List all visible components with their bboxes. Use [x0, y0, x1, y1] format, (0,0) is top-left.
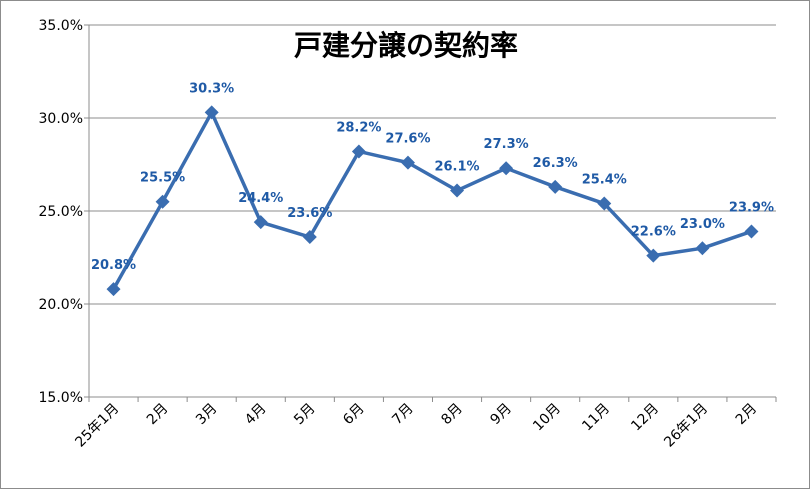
data-point	[204, 105, 219, 120]
data-label: 26.1%	[434, 160, 479, 175]
data-label: 30.3%	[189, 81, 234, 96]
x-tick-label: 26年1月	[661, 401, 711, 451]
data-label: 25.5%	[140, 171, 185, 186]
data-point	[106, 282, 121, 297]
data-point	[155, 194, 170, 209]
x-tick-label: 8月	[438, 401, 466, 429]
series-line	[112, 110, 753, 290]
x-tick-label: 2月	[144, 401, 172, 429]
y-tick-label: 30.0%	[39, 111, 83, 127]
x-tick-label: 5月	[291, 401, 319, 429]
data-point	[597, 196, 612, 211]
data-label: 23.9%	[729, 200, 774, 215]
data-label: 26.3%	[533, 156, 578, 171]
x-tick-label: 25年1月	[72, 401, 122, 451]
data-label: 22.6%	[631, 225, 676, 240]
x-tick-label: 2月	[733, 401, 761, 429]
data-point	[646, 248, 661, 263]
x-tick-label: 4月	[242, 401, 270, 429]
x-tick-label: 12月	[628, 401, 662, 435]
y-tick-label: 35.0%	[39, 18, 83, 34]
x-tick-label: 10月	[530, 401, 564, 435]
data-point	[400, 155, 415, 170]
y-tick-label: 25.0%	[39, 204, 83, 220]
data-label: 23.6%	[287, 206, 332, 221]
data-point	[499, 161, 514, 176]
data-label: 27.6%	[385, 132, 430, 147]
chart-title: 戸建分譲の契約率	[294, 29, 518, 62]
data-point	[744, 224, 759, 239]
x-tick-label: 7月	[389, 401, 417, 429]
x-tick-label: 9月	[487, 401, 515, 429]
data-label: 27.3%	[484, 137, 529, 152]
data-point	[548, 179, 563, 194]
data-label: 20.8%	[91, 258, 136, 273]
x-tick-label: 11月	[579, 401, 613, 435]
data-point	[351, 144, 366, 159]
data-point	[450, 183, 465, 198]
data-label: 24.4%	[238, 191, 283, 206]
x-tick-label: 6月	[340, 401, 368, 429]
data-point	[302, 230, 317, 245]
y-tick-label: 15.0%	[39, 390, 83, 406]
data-label: 28.2%	[336, 120, 381, 135]
y-tick-label: 20.0%	[39, 297, 83, 313]
data-label: 25.4%	[582, 173, 627, 188]
data-label: 23.0%	[680, 217, 725, 232]
data-point	[253, 215, 268, 230]
x-tick-label: 3月	[193, 401, 221, 429]
data-point	[695, 241, 710, 256]
